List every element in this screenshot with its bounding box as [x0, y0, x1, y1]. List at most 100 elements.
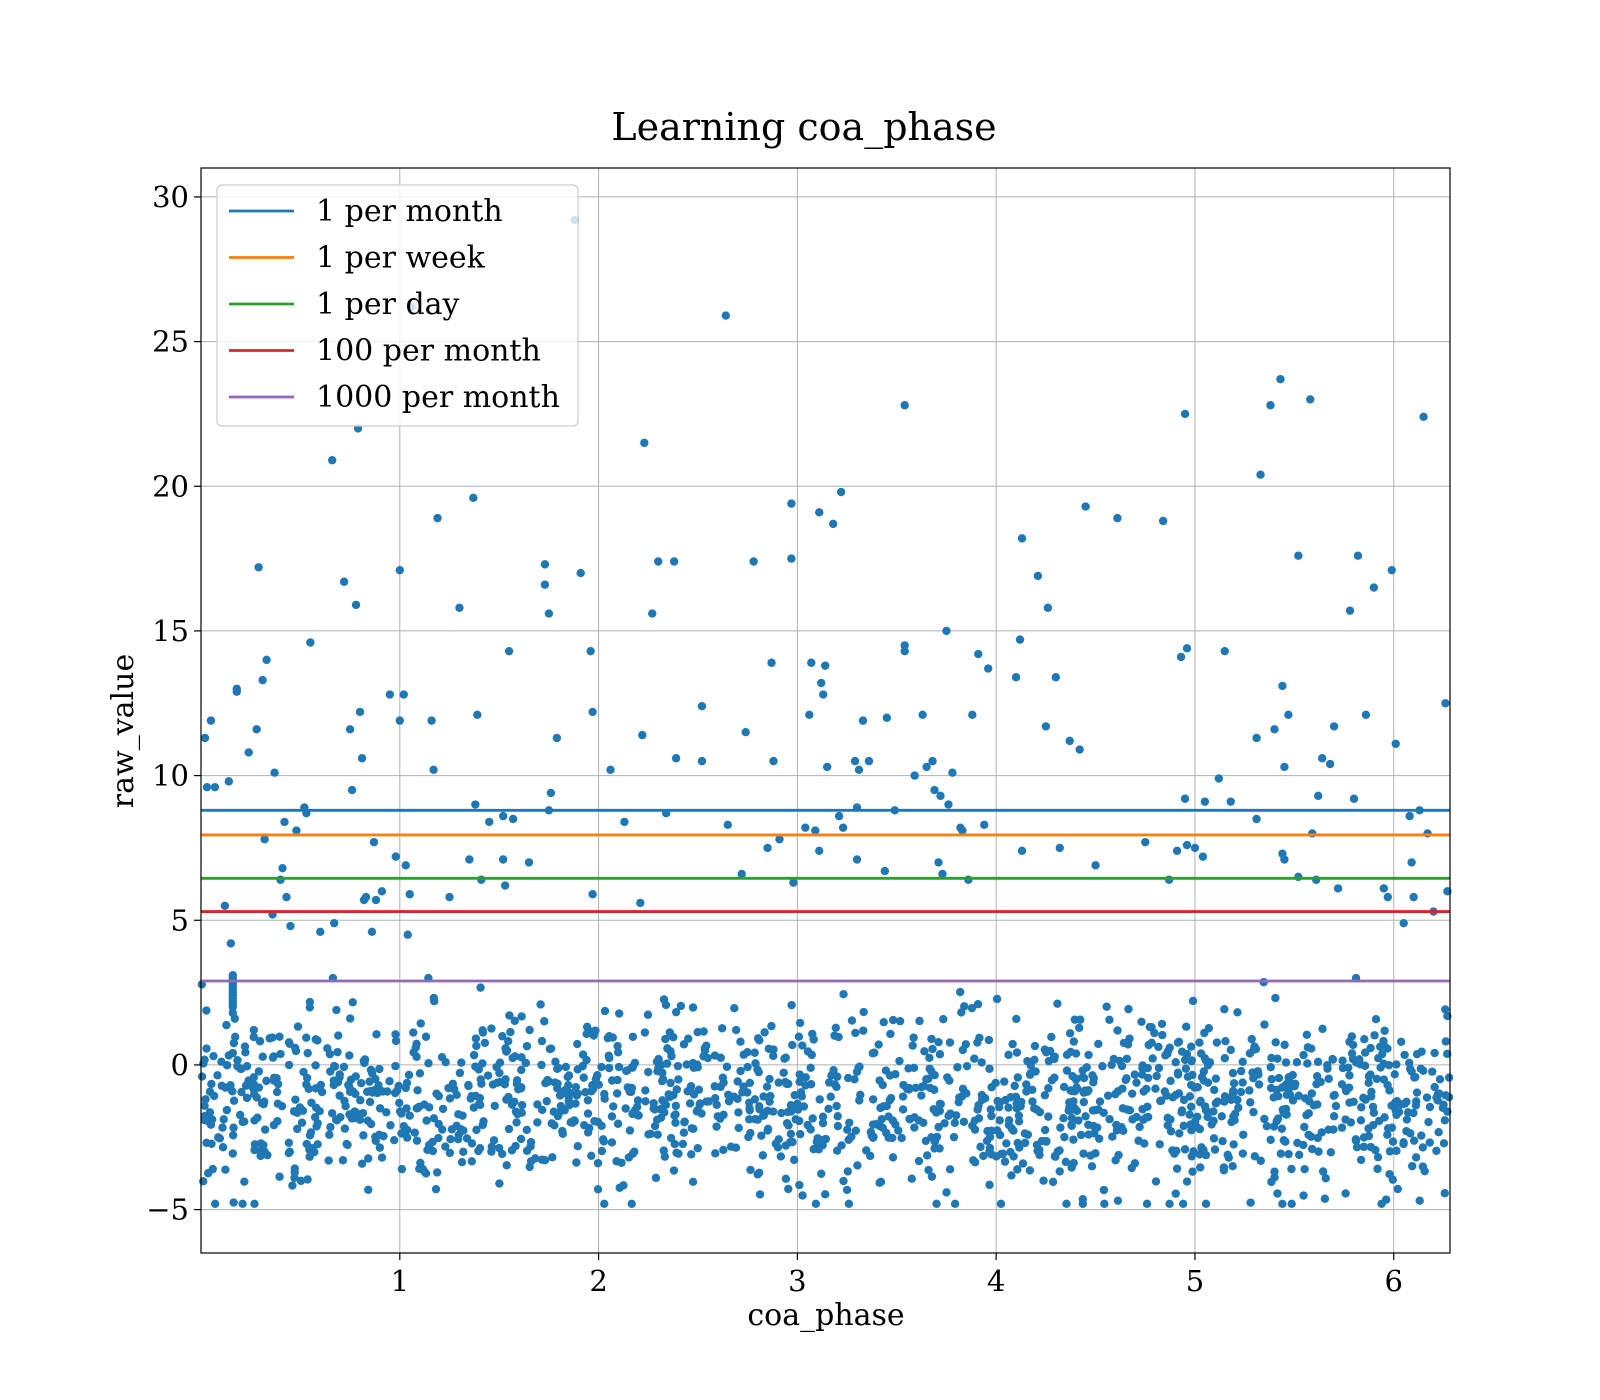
- data-point: [824, 1078, 834, 1087]
- data-point: [1274, 1091, 1283, 1101]
- data-point: [254, 1083, 264, 1092]
- data-point: [1040, 1125, 1050, 1135]
- data-point: [222, 1105, 232, 1115]
- data-point: [1281, 1137, 1290, 1146]
- data-point: [755, 1105, 764, 1114]
- data-point: [736, 1037, 745, 1046]
- data-point: [633, 1102, 642, 1112]
- data-point: [773, 1143, 783, 1152]
- data-point: [607, 1076, 617, 1085]
- data-point: [1256, 1156, 1265, 1165]
- data-point: [478, 1028, 488, 1037]
- data-point: [593, 1158, 603, 1168]
- data-point: [1441, 1037, 1451, 1046]
- data-point: [917, 1082, 926, 1092]
- data-point: [1349, 794, 1359, 803]
- data-point: [1420, 1166, 1429, 1176]
- data-point: [303, 1048, 312, 1058]
- y-axis-ticks: −5 0 5 10 15 20 25 30: [146, 180, 201, 1227]
- data-point: [685, 1099, 695, 1108]
- data-point: [1356, 1116, 1366, 1125]
- data-point: [719, 1110, 728, 1119]
- data-point: [987, 1111, 996, 1121]
- data-point: [1324, 1074, 1333, 1083]
- data-point: [438, 1125, 447, 1134]
- legend-label: 1 per month: [316, 194, 503, 229]
- data-point: [854, 1063, 863, 1072]
- data-point: [254, 563, 263, 572]
- data-point: [1422, 1093, 1432, 1102]
- data-point: [1383, 892, 1392, 902]
- data-point: [1359, 1142, 1369, 1152]
- data-point: [597, 1146, 607, 1156]
- data-point: [680, 1118, 689, 1127]
- data-point: [1280, 1081, 1289, 1091]
- data-point: [1088, 1106, 1098, 1115]
- data-point: [909, 1033, 918, 1042]
- data-point: [1239, 1130, 1248, 1139]
- data-point: [593, 1185, 603, 1194]
- data-point: [1229, 1079, 1239, 1088]
- data-point: [1372, 1074, 1382, 1084]
- data-point: [968, 710, 977, 720]
- data-point: [864, 756, 874, 766]
- data-point: [692, 1107, 702, 1116]
- data-point: [228, 1131, 238, 1140]
- data-point: [282, 892, 291, 902]
- data-point: [1182, 1177, 1192, 1186]
- data-point: [1329, 1112, 1339, 1121]
- data-point: [845, 1118, 854, 1127]
- data-point: [811, 826, 820, 835]
- data-point: [612, 1089, 622, 1098]
- data-point: [1307, 1144, 1317, 1154]
- data-point: [1095, 1097, 1105, 1106]
- data-point: [868, 1095, 878, 1104]
- data-point: [621, 1104, 630, 1113]
- data-point: [1203, 1078, 1213, 1087]
- data-point: [762, 1082, 772, 1091]
- data-point: [252, 1093, 261, 1102]
- data-point: [980, 820, 989, 829]
- data-point: [1055, 843, 1064, 853]
- data-point: [1408, 1161, 1417, 1171]
- data-point: [643, 1010, 653, 1019]
- data-point: [1209, 1116, 1218, 1126]
- data-point: [1108, 1132, 1117, 1141]
- data-point: [252, 725, 261, 734]
- data-point: [1119, 1126, 1128, 1135]
- data-point: [500, 881, 510, 890]
- data-point: [228, 999, 238, 1009]
- data-point: [427, 716, 436, 725]
- data-point: [1228, 1068, 1238, 1078]
- data-point: [669, 557, 679, 566]
- data-point: [395, 1107, 405, 1116]
- data-point: [1195, 1150, 1204, 1159]
- data-point: [525, 1025, 534, 1035]
- data-point: [652, 1115, 662, 1125]
- data-point: [202, 1006, 211, 1015]
- data-point: [1356, 1155, 1366, 1165]
- data-point: [653, 1130, 662, 1139]
- data-point: [1164, 875, 1174, 884]
- data-point: [290, 1164, 299, 1173]
- data-point: [746, 1165, 755, 1175]
- data-point: [423, 1145, 432, 1155]
- data-point: [573, 1141, 582, 1151]
- data-point: [1196, 1049, 1206, 1058]
- data-point: [712, 1100, 721, 1110]
- data-point: [505, 1011, 514, 1020]
- data-point: [1055, 1146, 1064, 1155]
- data-point: [852, 855, 862, 864]
- data-point: [270, 1073, 279, 1082]
- data-point: [1280, 1040, 1289, 1050]
- data-point: [1145, 1022, 1155, 1032]
- data-point: [218, 1143, 228, 1152]
- data-point: [910, 1113, 919, 1122]
- data-point: [1226, 1045, 1235, 1055]
- data-point: [1371, 1014, 1381, 1024]
- data-point: [721, 311, 731, 320]
- data-point: [1192, 1112, 1202, 1122]
- data-point: [1314, 1147, 1323, 1156]
- data-point: [979, 1151, 988, 1161]
- data-point: [1370, 1031, 1379, 1040]
